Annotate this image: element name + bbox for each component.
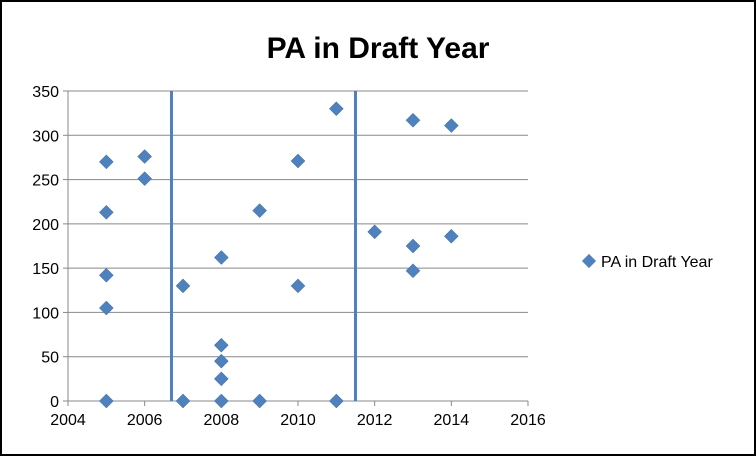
vertical-lines: [170, 91, 357, 401]
data-point: [175, 278, 191, 294]
y-tick-label: 350: [32, 84, 59, 101]
x-tick-label: 2006: [127, 412, 163, 429]
data-point: [213, 353, 229, 369]
data-point: [405, 112, 421, 128]
y-tick-label: 300: [32, 128, 59, 145]
data-point: [252, 393, 268, 409]
data-point: [290, 278, 306, 294]
data-point: [137, 171, 153, 187]
x-tick-label: 2016: [510, 412, 546, 429]
x-tick-label: 2004: [50, 412, 86, 429]
data-point: [367, 224, 383, 240]
data-point: [175, 393, 191, 409]
y-tick-label: 100: [32, 305, 59, 322]
data-point: [443, 118, 459, 133]
data-point: [252, 203, 268, 218]
data-point: [443, 228, 459, 244]
x-tick-label: 2008: [204, 412, 240, 429]
x-tick-label: 2012: [357, 412, 393, 429]
y-tick-label: 0: [50, 394, 59, 411]
data-point: [213, 393, 229, 409]
legend-marker: [581, 253, 597, 269]
legend-label: PA in Draft Year: [601, 254, 713, 271]
chart-title: PA in Draft Year: [267, 32, 490, 65]
x-tick-label: 2014: [434, 412, 470, 429]
y-tick-label: 150: [32, 261, 59, 278]
data-point: [290, 153, 306, 169]
data-point: [405, 238, 421, 254]
data-point: [328, 393, 344, 409]
y-tick-label: 50: [41, 350, 59, 367]
data-point: [98, 154, 114, 170]
legend: PA in Draft Year: [581, 253, 713, 271]
data-point: [98, 267, 114, 283]
tick-labels: 0 50 100 150 200 250 300 350 2004 2006 2008 2010 201…: [32, 84, 546, 429]
y-tick-label: 250: [32, 173, 59, 190]
data-point: [98, 393, 114, 409]
data-point: [137, 149, 153, 164]
data-point: [213, 250, 229, 265]
x-tick-label: 2010: [280, 412, 316, 429]
data-point: [98, 204, 114, 220]
data-point: [328, 101, 344, 117]
data-point: [213, 337, 229, 353]
axes: [63, 90, 529, 406]
gridlines: [68, 90, 528, 358]
data-point: [405, 263, 421, 279]
data-points: [98, 101, 459, 409]
data-point: [213, 371, 229, 387]
data-point: [98, 300, 114, 316]
y-tick-label: 200: [32, 217, 59, 234]
